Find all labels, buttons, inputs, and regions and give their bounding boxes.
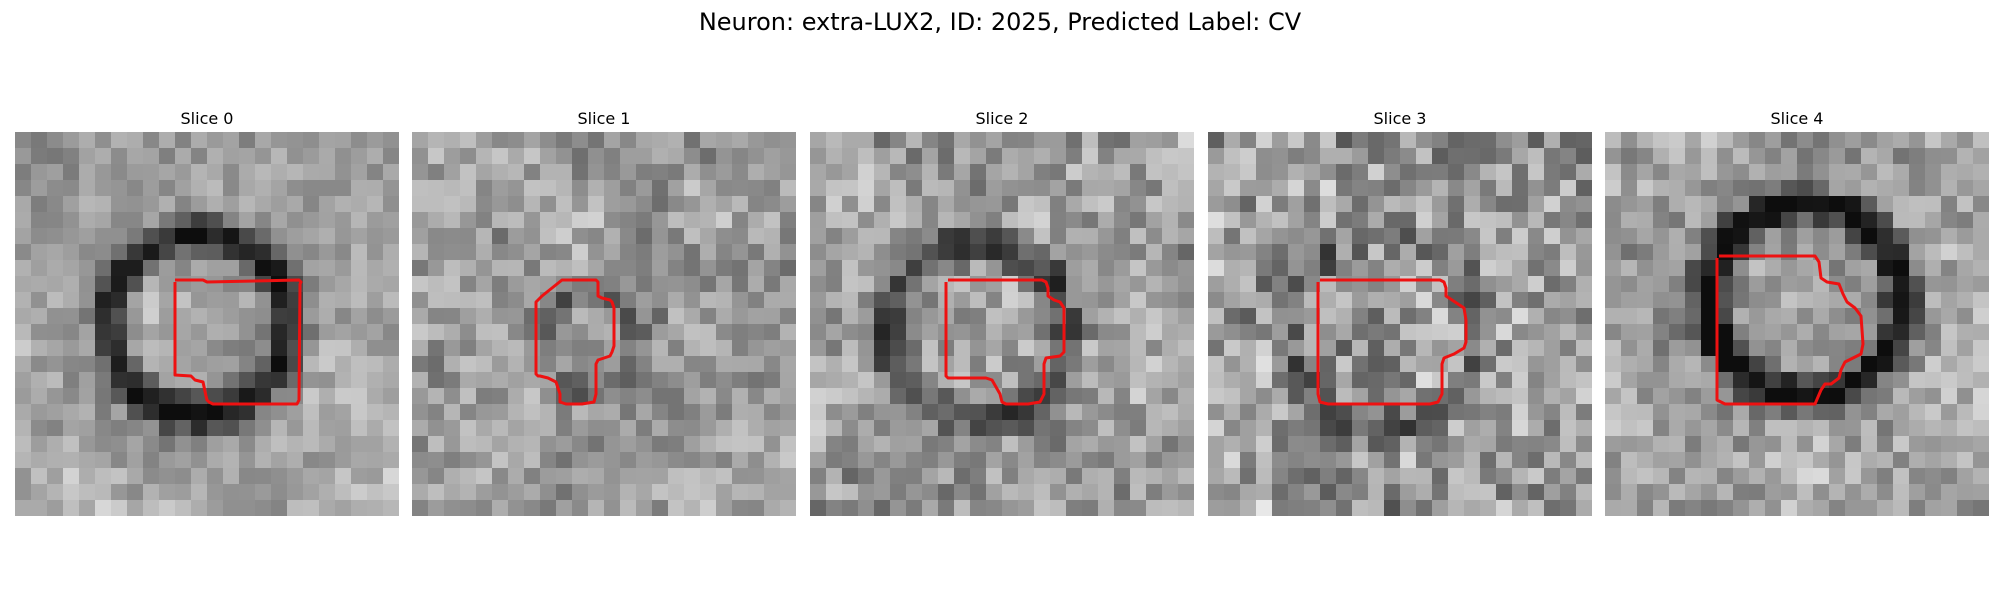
slice-title-4: Slice 4 <box>1770 109 1824 128</box>
slice-panel-3: Slice 3 <box>1208 106 1592 516</box>
slice-panel-4: Slice 4 <box>1605 106 1989 516</box>
slice-title-1: Slice 1 <box>577 109 631 128</box>
slice-title-2: Slice 2 <box>975 109 1029 128</box>
roi-outline <box>173 278 303 406</box>
roi-outline <box>1715 254 1865 406</box>
slice-title-0: Slice 0 <box>180 109 234 128</box>
slice-image-2 <box>810 132 1194 516</box>
roi-outline <box>944 278 1066 406</box>
roi-outline <box>1316 278 1468 406</box>
slice-panel-0: Slice 0 <box>15 106 399 516</box>
figure-title: Neuron: extra-LUX2, ID: 2025, Predicted … <box>698 8 1302 36</box>
slice-image-0 <box>15 132 399 516</box>
slice-title-3: Slice 3 <box>1373 109 1427 128</box>
roi-outline <box>534 278 616 406</box>
slice-image-1 <box>412 132 796 516</box>
slice-image-4 <box>1605 132 1989 516</box>
slice-panel-1: Slice 1 <box>412 106 796 516</box>
slice-image-3 <box>1208 132 1592 516</box>
slice-panel-2: Slice 2 <box>810 106 1194 516</box>
